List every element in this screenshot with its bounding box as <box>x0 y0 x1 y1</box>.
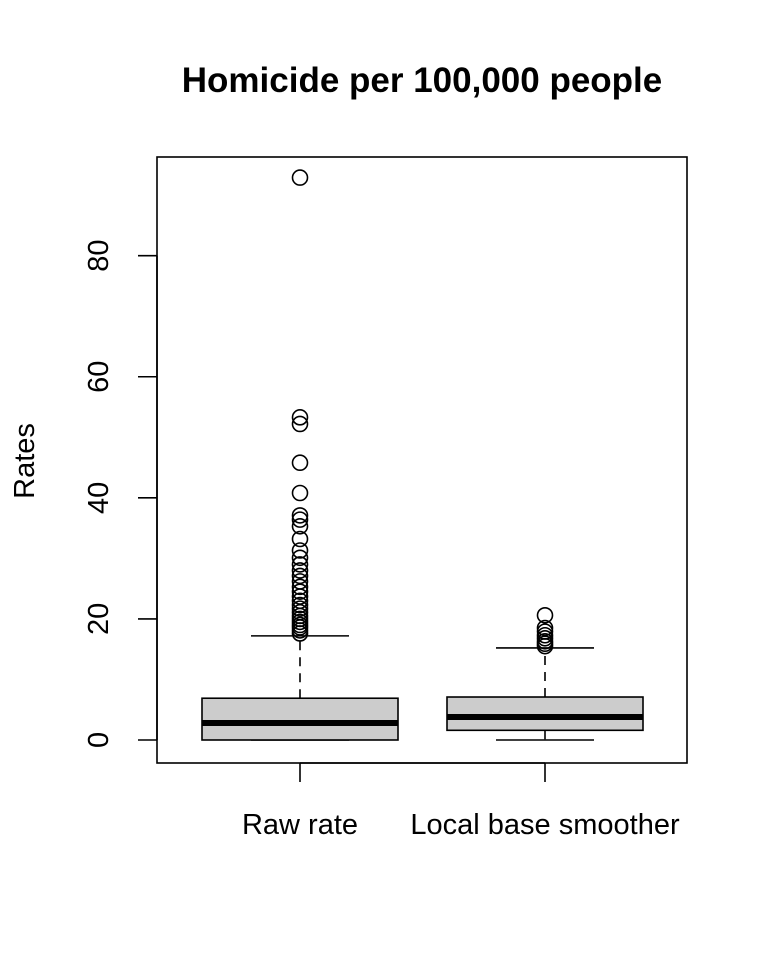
y-tick-label: 0 <box>83 732 115 748</box>
outlier-point <box>291 578 309 596</box>
outlier-point <box>291 169 309 186</box>
outlier-point <box>536 626 554 644</box>
outlier-point <box>291 415 309 433</box>
outlier-point <box>291 596 309 614</box>
iqr-box <box>201 697 399 741</box>
x-tick-label: Raw rate <box>242 809 358 841</box>
outlier-point <box>291 573 309 590</box>
outlier-point <box>291 562 309 579</box>
outlier-point <box>291 484 309 502</box>
outlier-point <box>536 619 554 637</box>
outlier-point <box>291 542 309 559</box>
outlier-point <box>291 600 309 617</box>
y-tick-label: 80 <box>83 240 115 272</box>
box-group <box>201 169 399 741</box>
outlier-point <box>291 511 309 528</box>
outlier-point <box>291 549 309 567</box>
outlier-point <box>291 556 309 573</box>
boxes <box>201 169 644 741</box>
outlier-point <box>536 606 554 624</box>
y-axis: 0 20 40 60 80 <box>83 240 158 748</box>
x-tick-label: Local base smoother <box>410 809 680 841</box>
outlier-point <box>291 517 309 535</box>
outlier-point <box>536 623 554 640</box>
iqr-box <box>446 696 644 732</box>
y-axis-label: Rates <box>9 423 41 499</box>
outlier-point <box>291 507 309 524</box>
box-group <box>446 606 644 741</box>
y-tick-label: 60 <box>83 361 115 393</box>
y-tick-label: 40 <box>83 482 115 514</box>
outlier-point <box>291 530 309 548</box>
outlier-point <box>291 592 309 610</box>
x-axis: Raw rate Local base smoother <box>242 762 680 841</box>
outlier-point <box>291 567 309 585</box>
y-tick-label: 20 <box>83 603 115 635</box>
chart-title: Homicide per 100,000 people <box>182 61 662 100</box>
outlier-point <box>291 454 309 472</box>
outlier-point <box>291 409 309 426</box>
plot-frame <box>156 156 688 764</box>
